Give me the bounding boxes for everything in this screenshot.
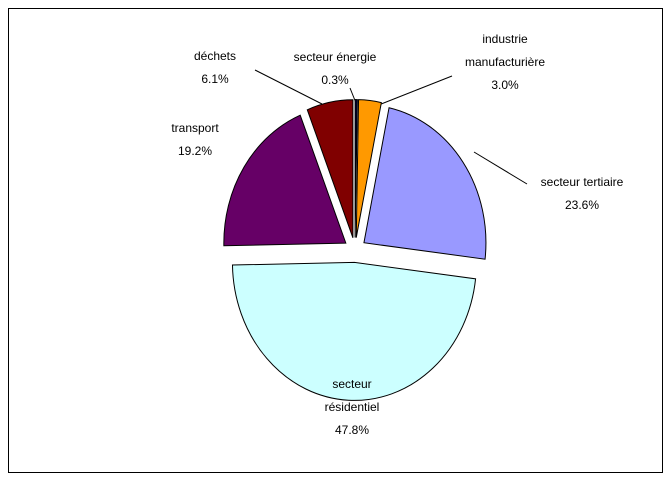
slice-label: secteur énergie 0.3%: [265, 46, 405, 92]
pie-slice: [355, 99, 382, 238]
pie-slice: [354, 99, 358, 238]
slice-label: secteur résidentiel 47.8%: [307, 373, 397, 442]
category-label: secteur tertiaire: [540, 175, 624, 189]
slice-label: secteur tertiaire 23.6%: [512, 171, 652, 217]
value-label: 47.8%: [334, 423, 370, 437]
slice-label: industrie manufacturière 3.0%: [455, 28, 555, 97]
category-label: secteur énergie: [293, 50, 377, 64]
leader-line: [254, 69, 323, 105]
value-label: 23.6%: [564, 198, 600, 212]
pie-slice: [363, 107, 487, 260]
value-label: 3.0%: [491, 78, 519, 92]
category-label: déchets: [193, 49, 237, 63]
category-label: transport: [171, 121, 219, 135]
pie-slice: [223, 114, 347, 247]
category-label: secteur résidentiel: [324, 377, 380, 414]
category-label: industrie manufacturière: [464, 32, 546, 69]
pie-slice: [306, 99, 354, 238]
leader-line: [375, 75, 453, 107]
pie-slice: [231, 261, 477, 401]
leader-line: [473, 151, 528, 185]
slice-label: déchets 6.1%: [165, 45, 265, 91]
value-label: 6.1%: [201, 72, 229, 86]
value-label: 19.2%: [177, 144, 213, 158]
value-label: 0.3%: [321, 73, 349, 87]
slice-label: transport 19.2%: [135, 117, 255, 163]
